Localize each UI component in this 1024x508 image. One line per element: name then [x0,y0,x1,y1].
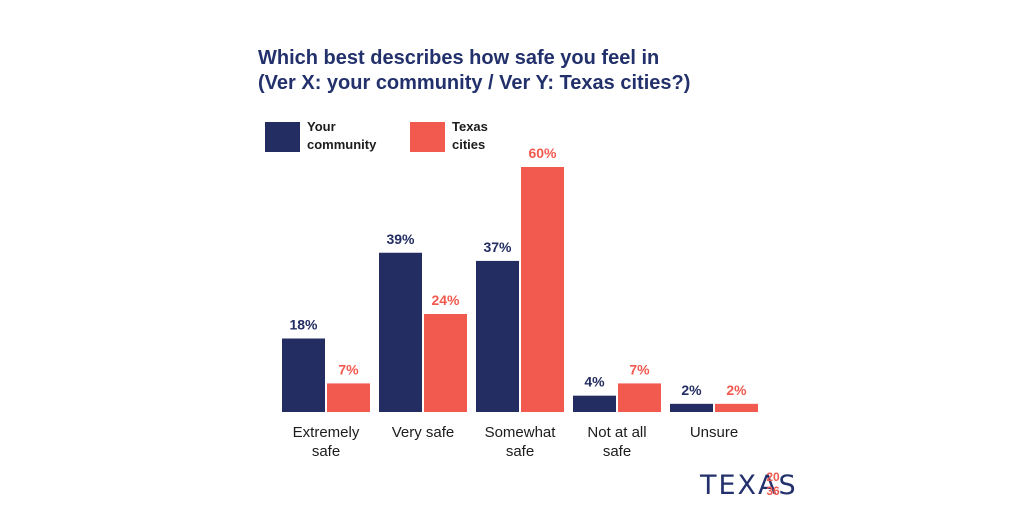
bar-texas-cities-not-at-all-safe [618,383,661,412]
chart-title-line-2: (Ver X: your community / Ver Y: Texas ci… [258,72,691,94]
data-label-texas-cities-somewhat-safe: 60% [528,145,557,161]
chart-title-line-1: Which best describes how safe you feel i… [258,47,660,69]
category-label-unsure: Unsure [690,424,738,441]
data-label-your-community-unsure: 2% [681,382,702,398]
data-label-texas-cities-not-at-all-safe: 7% [629,361,650,377]
bar-texas-cities-extremely-safe [327,383,370,412]
category-label-very-safe: Very safe [392,424,455,441]
data-label-your-community-somewhat-safe: 37% [483,239,512,255]
data-label-your-community-extremely-safe: 18% [289,317,318,333]
bar-your-community-very-safe [379,252,422,412]
legend-label-your-community: Your community [307,119,377,152]
data-label-texas-cities-unsure: 2% [726,382,747,398]
bar-your-community-somewhat-safe [476,260,519,412]
data-label-your-community-not-at-all-safe: 4% [584,374,605,390]
legend-label-texas-cities: Texas cities [452,119,488,152]
category-label-not-at-all-safe: Not at all safe [587,424,646,460]
data-label-your-community-very-safe: 39% [386,231,415,247]
category-label-somewhat-safe: Somewhat safe [485,424,557,460]
logo-word: TEXAS [700,470,798,501]
bar-texas-cities-very-safe [424,314,467,412]
bar-your-community-extremely-safe [282,338,325,412]
category-label-extremely-safe: Extremely safe [293,424,360,460]
legend-swatch-your-community [265,122,300,152]
bar-your-community-unsure [670,403,713,412]
logo-year: 20 36 [766,470,780,498]
bar-texas-cities-somewhat-safe [521,167,564,412]
bar-your-community-not-at-all-safe [573,395,616,412]
chart-title: Which best describes how safe you feel i… [258,46,958,96]
data-label-texas-cities-very-safe: 24% [431,292,460,308]
legend-swatch-texas-cities [410,122,445,152]
data-label-texas-cities-extremely-safe: 7% [338,361,359,377]
bar-texas-cities-unsure [715,403,758,412]
